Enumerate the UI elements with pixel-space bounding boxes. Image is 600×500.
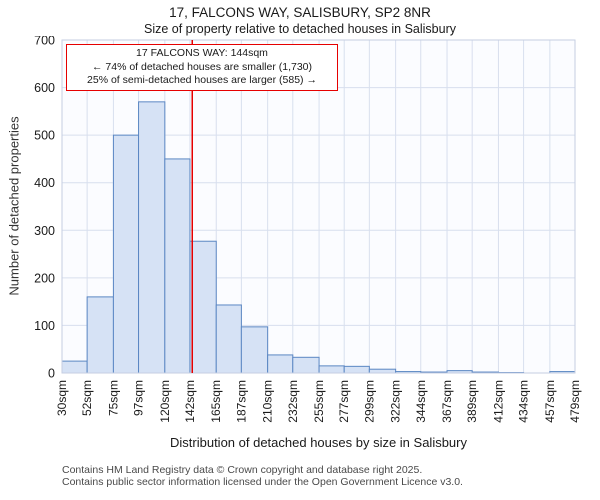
annotation-larger-line: 25% of semi-detached houses are larger (…: [87, 74, 317, 87]
page-title: 17, FALCONS WAY, SALISBURY, SP2 8NR: [169, 5, 431, 20]
annotation-smaller-line: ← 74% of detached houses are smaller (1,…: [91, 60, 313, 73]
x-tick-label: 412sqm: [491, 380, 505, 423]
y-tick-label: 500: [34, 129, 55, 143]
chart-area: 0 100 200 300 400 500 600 700 30sqm 52sqm 75sqm 97s…: [0, 36, 600, 460]
x-tick-label: 322sqm: [389, 380, 403, 423]
histogram-bar: [61, 360, 88, 374]
y-tick-label: 700: [34, 36, 55, 48]
x-axis-label: Distribution of detached houses by size …: [170, 435, 467, 450]
x-tick-label: 30sqm: [55, 380, 69, 416]
page-subtitle: Size of property relative to detached ho…: [144, 22, 456, 36]
x-tick-label: 255sqm: [312, 380, 326, 423]
histogram-bar: [240, 326, 269, 374]
y-tick-label: 0: [48, 367, 55, 381]
x-tick-label: 210sqm: [261, 380, 275, 423]
histogram-bar: [189, 240, 217, 374]
x-tick-label: 457sqm: [543, 380, 557, 423]
y-tick-label: 400: [34, 176, 55, 190]
x-tick-label: 367sqm: [440, 380, 454, 423]
x-tick-label: 479sqm: [568, 380, 582, 423]
x-tick-label: 52sqm: [80, 380, 94, 416]
x-tick-label: 75sqm: [106, 380, 120, 416]
histogram-bar: [86, 296, 114, 374]
histogram-bar: [318, 365, 345, 374]
histogram-bar: [292, 356, 320, 374]
histogram-bar: [368, 368, 397, 374]
y-tick-label: 300: [34, 224, 55, 238]
footer-line-2: Contains public sector information licen…: [62, 476, 463, 489]
x-tick-label: 187sqm: [234, 380, 248, 423]
y-tick-label: 200: [34, 271, 55, 285]
histogram-bar: [215, 304, 242, 374]
attribution-footer: Contains HM Land Registry data © Crown c…: [0, 464, 600, 489]
annotation-property-line: 17 FALCONS WAY: 144sqm: [136, 47, 268, 59]
x-tick-label: 277sqm: [337, 380, 351, 423]
histogram-bar: [112, 134, 140, 374]
x-tick-label: 389sqm: [465, 380, 479, 423]
histogram-bar: [138, 101, 166, 374]
x-tick-label: 299sqm: [362, 380, 376, 423]
y-tick-label: 600: [34, 81, 55, 95]
y-tick-label: 100: [34, 319, 55, 333]
property-annotation-box: 17 FALCONS WAY: 144sqm ← 74% of detached…: [66, 44, 338, 91]
footer-line-1: Contains HM Land Registry data © Crown c…: [62, 464, 423, 476]
x-tick-label: 344sqm: [414, 380, 428, 423]
histogram-bar: [343, 365, 370, 374]
x-tick-label: 232sqm: [286, 380, 300, 423]
histogram-svg: 0 100 200 300 400 500 600 700 30sqm 52sqm 75sqm 97s…: [34, 36, 582, 423]
y-axis-label: Number of detached properties: [6, 116, 22, 296]
plot-border: [61, 39, 576, 374]
x-tick-label: 142sqm: [183, 380, 197, 423]
x-tick-label: 434sqm: [517, 380, 531, 423]
histogram-bar: [164, 158, 191, 374]
x-tick-label: 165sqm: [209, 380, 223, 423]
x-tick-label: 97sqm: [132, 380, 146, 416]
histogram-bar: [267, 354, 294, 374]
x-tick-label: 120sqm: [158, 380, 172, 423]
